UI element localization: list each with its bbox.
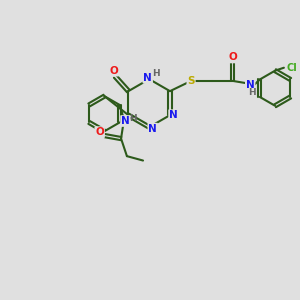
Text: N: N (169, 110, 178, 120)
Text: H: H (129, 114, 136, 123)
Text: S: S (187, 76, 195, 86)
Text: Cl: Cl (286, 63, 297, 73)
Text: H: H (152, 69, 159, 78)
Text: N: N (246, 80, 255, 90)
Text: N: N (143, 73, 152, 83)
Text: H: H (248, 88, 256, 97)
Text: N: N (148, 124, 157, 134)
Text: O: O (228, 52, 237, 62)
Text: O: O (110, 66, 118, 76)
Text: O: O (95, 127, 104, 137)
Text: N: N (121, 116, 130, 126)
